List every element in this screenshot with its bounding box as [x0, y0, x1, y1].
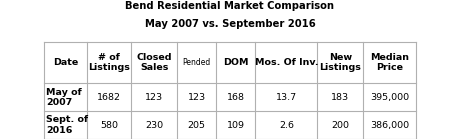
Text: May 2007 vs. September 2016: May 2007 vs. September 2016 — [144, 19, 315, 29]
Text: # of
Listings: # of Listings — [88, 53, 130, 72]
Text: Mos. Of Inv.: Mos. Of Inv. — [254, 58, 318, 67]
Text: Median
Price: Median Price — [369, 53, 409, 72]
Text: 230: 230 — [145, 121, 163, 130]
Text: Bend Residential Market Comparison: Bend Residential Market Comparison — [125, 1, 334, 11]
Text: 395,000: 395,000 — [369, 93, 409, 102]
Text: 13.7: 13.7 — [275, 93, 296, 102]
Text: 183: 183 — [330, 93, 349, 102]
Text: 2.6: 2.6 — [278, 121, 293, 130]
Text: 205: 205 — [187, 121, 205, 130]
Text: 1682: 1682 — [97, 93, 121, 102]
Text: 109: 109 — [226, 121, 244, 130]
Text: 386,000: 386,000 — [369, 121, 409, 130]
Text: 200: 200 — [330, 121, 349, 130]
Text: 168: 168 — [226, 93, 244, 102]
Text: 123: 123 — [145, 93, 163, 102]
Text: May of
2007: May of 2007 — [46, 88, 82, 107]
Text: Pended: Pended — [182, 58, 210, 67]
Text: New
Listings: New Listings — [319, 53, 361, 72]
Text: 123: 123 — [187, 93, 205, 102]
Text: Date: Date — [53, 58, 78, 67]
Text: 580: 580 — [100, 121, 118, 130]
Text: DOM: DOM — [223, 58, 248, 67]
Text: Sept. of
2016: Sept. of 2016 — [46, 115, 89, 135]
Text: Closed
Sales: Closed Sales — [136, 53, 172, 72]
